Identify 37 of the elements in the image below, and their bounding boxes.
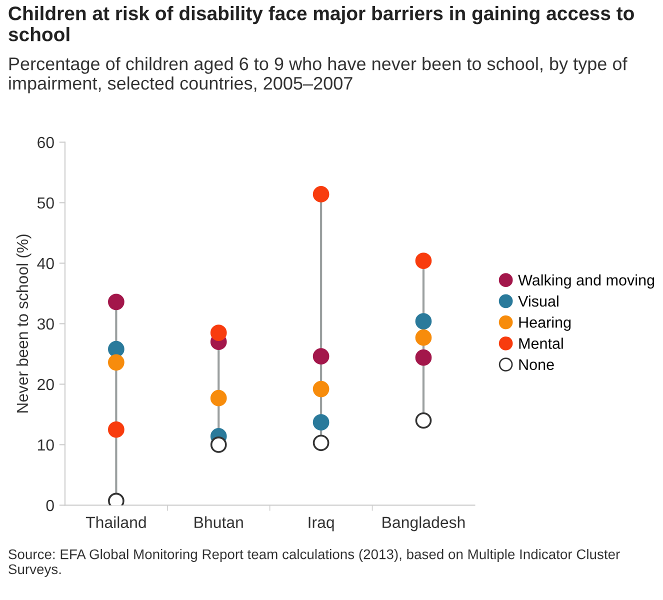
x-tick-label: Thailand xyxy=(86,516,146,528)
point xyxy=(415,412,432,429)
point xyxy=(108,354,124,371)
point xyxy=(312,380,330,398)
x-tick-label: Bhutan xyxy=(194,516,243,528)
chart-subtitle: Percentage of children aged 6 to 9 who have never been to school, by type of impairment, selected countries, 2005–2007 xyxy=(9,57,628,94)
point xyxy=(415,313,432,330)
y-tick-label: 10 xyxy=(38,439,54,451)
point xyxy=(108,294,124,310)
x-tick-label: Bangladesh xyxy=(382,516,465,532)
point xyxy=(312,414,330,431)
point xyxy=(108,340,124,358)
y-tick-label: 0 xyxy=(46,500,54,512)
point xyxy=(210,324,227,341)
point xyxy=(210,390,227,406)
point xyxy=(108,421,124,438)
point xyxy=(312,186,330,202)
y-tick-label: 40 xyxy=(37,258,54,270)
chart-title: Children at risk of disability face major barriers in gaining access to school xyxy=(8,6,634,42)
point xyxy=(415,252,432,269)
point xyxy=(312,348,330,365)
legend-label: Visual xyxy=(518,295,558,307)
legend-label: Walking and moving xyxy=(518,274,654,289)
point xyxy=(312,434,330,452)
legend-label: None xyxy=(519,359,554,370)
legend-label: Hearing xyxy=(519,316,571,331)
y-tick-label: 60 xyxy=(38,136,54,148)
y-tick-label: 30 xyxy=(37,318,54,330)
point xyxy=(415,349,432,366)
x-tick-label: Iraq xyxy=(308,516,334,532)
legend-label: Mental xyxy=(519,338,563,349)
y-axis-title: Never been to school (%) xyxy=(16,234,32,412)
y-tick-label: 20 xyxy=(38,378,54,390)
point xyxy=(415,329,432,346)
point xyxy=(210,436,227,453)
y-tick-label: 50 xyxy=(37,197,54,209)
source-note: Source: EFA Global Monitoring Report team calculations (2013), based on Multiple Indicator Cluster Surveys. xyxy=(8,549,620,577)
